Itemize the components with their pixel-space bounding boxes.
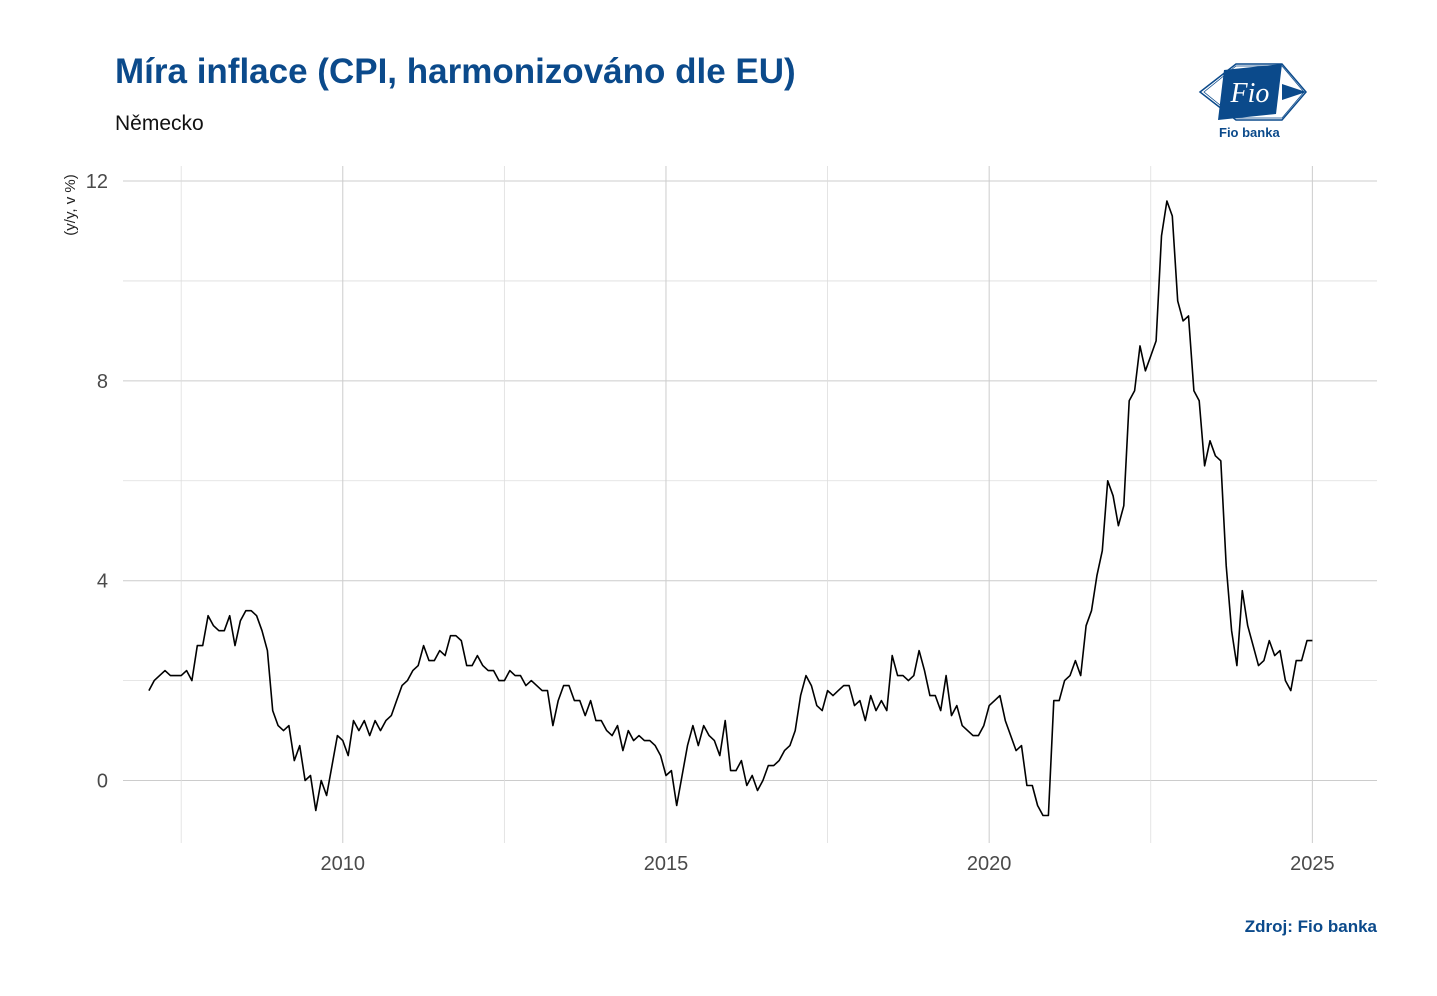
chart-subtitle: Německo <box>115 112 204 135</box>
logo-mark-text: Fio <box>1230 78 1270 109</box>
x-tick-label: 2020 <box>967 853 1012 875</box>
x-axis: 2010 2015 2020 2025 <box>321 853 1335 875</box>
y-axis: 0 4 8 12 <box>86 171 108 793</box>
x-tick-label: 2015 <box>644 853 689 875</box>
fio-logo-icon: Fio <box>1198 63 1307 121</box>
y-tick-label: 4 <box>97 571 108 593</box>
x-tick-label: 2025 <box>1290 853 1335 875</box>
grid-lines <box>123 166 1377 843</box>
chart-title: Míra inflace (CPI, harmonizováno dle EU) <box>115 52 796 91</box>
source-note: Zdroj: Fio banka <box>1244 917 1377 936</box>
y-tick-label: 12 <box>86 171 108 193</box>
x-tick-label: 2010 <box>321 853 366 875</box>
logo-caption: Fio banka <box>1219 125 1280 140</box>
series-line <box>148 200 1313 817</box>
y-axis-label: (y/y, v %) <box>62 174 79 235</box>
y-tick-label: 8 <box>97 371 108 393</box>
y-tick-label: 0 <box>97 771 108 793</box>
